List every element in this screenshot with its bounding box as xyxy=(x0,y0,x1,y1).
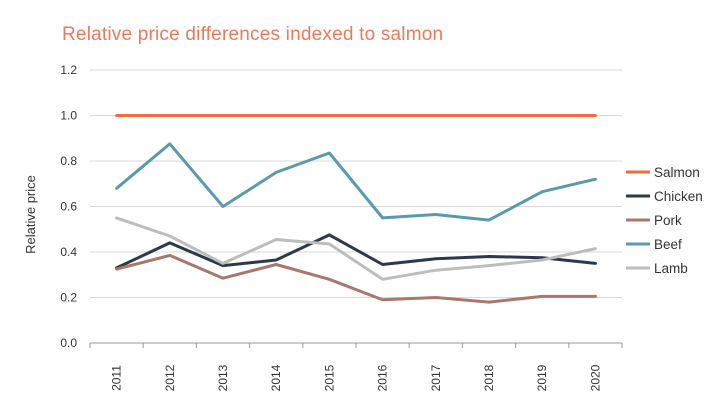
x-tick-label: 2018 xyxy=(482,364,496,391)
x-tick-label: 2019 xyxy=(535,364,549,391)
x-tick-label: 2013 xyxy=(216,364,230,391)
chart-title: Relative price differences indexed to sa… xyxy=(62,24,444,45)
series-line-beef xyxy=(115,142,597,222)
y-tick-label: 1.2 xyxy=(60,63,77,77)
y-tick-label: 0.6 xyxy=(60,200,77,214)
series-line-pork xyxy=(115,253,597,304)
y-tick-label: 0.0 xyxy=(60,336,77,350)
y-axis-label: Relative price xyxy=(23,175,38,254)
y-axis-ticks: 0.0 0.2 0.4 0.6 0.8 1.0 1.2 xyxy=(60,63,77,350)
series-line-lamb xyxy=(115,216,597,281)
series-line-chicken xyxy=(115,233,597,270)
y-tick-label: 1.0 xyxy=(60,109,77,123)
y-tick-label: 0.2 xyxy=(60,291,77,305)
legend-label-salmon: Salmon xyxy=(654,165,700,180)
x-tick-label: 2012 xyxy=(163,364,177,391)
grid-lines xyxy=(90,69,622,344)
legend-label-beef: Beef xyxy=(654,237,682,252)
y-tick-label: 0.4 xyxy=(60,245,77,259)
x-tick-label: 2017 xyxy=(429,364,443,391)
legend-label-chicken: Chicken xyxy=(654,189,703,204)
x-tick-label: 2011 xyxy=(110,365,124,391)
y-tick-label: 0.8 xyxy=(60,154,77,168)
x-axis-ticks: 2011 2012 2013 2014 2015 2016 2017 2018 2019 2020 xyxy=(89,343,623,391)
series-lines xyxy=(115,114,597,304)
x-tick-label: 2014 xyxy=(269,364,283,391)
x-tick-label: 2015 xyxy=(322,364,336,391)
x-tick-label: 2016 xyxy=(376,364,390,391)
legend-label-pork: Pork xyxy=(654,213,682,228)
x-tick-label: 2020 xyxy=(588,364,602,391)
legend: Salmon Chicken Pork Beef Lamb xyxy=(626,165,703,276)
legend-label-lamb: Lamb xyxy=(654,261,688,276)
